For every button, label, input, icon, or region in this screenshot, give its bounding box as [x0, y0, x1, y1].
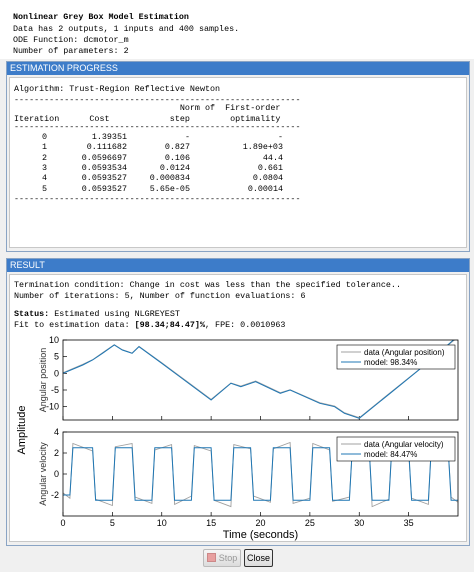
separator: ----------------------------------------…: [14, 95, 301, 105]
legend-label: model: 98.34%: [364, 358, 417, 367]
x-tick-label: 10: [157, 518, 167, 528]
y-tick-label: -5: [51, 385, 59, 395]
y-tick-label: 0: [54, 368, 59, 378]
x-tick-label: 30: [354, 518, 364, 528]
x-tick-label: 15: [206, 518, 216, 528]
table-cell: 0.0593527: [81, 183, 127, 194]
table-cell: 0.0804: [252, 173, 283, 184]
iterations: Number of iterations: 5, Number of funct…: [14, 291, 306, 301]
panel-title: ESTIMATION PROGRESS: [7, 62, 469, 75]
x-axis-label: Time (seconds): [223, 529, 298, 541]
termination: Termination condition: Change in cost wa…: [14, 280, 401, 290]
fit-label: Fit to estimation data:: [14, 320, 135, 330]
header-line: Data has 2 outputs, 1 inputs and 400 sam…: [13, 24, 240, 34]
close-label: Close: [246, 553, 270, 563]
table-cell: 0.111682: [86, 142, 127, 153]
stop-label: Stop: [218, 553, 238, 563]
axis-label: Angular velocity: [38, 442, 48, 506]
legend-label: data (Angular position): [364, 348, 445, 357]
y-tick-label: -2: [51, 490, 59, 500]
y-tick-label: 5: [54, 352, 59, 362]
stop-icon: [206, 553, 216, 562]
table-cell: 4: [41, 173, 47, 184]
table-cell: 0.0593534: [81, 162, 127, 173]
header-title: Nonlinear Grey Box Model Estimation: [13, 12, 189, 22]
x-tick-label: 35: [404, 518, 414, 528]
table-cell: -: [184, 132, 190, 142]
y-tick-label: -10: [46, 402, 59, 412]
progress-text: Algorithm: Trust-Region Reflective Newto…: [9, 77, 467, 248]
header-line: ODE Function: dcmotor_m: [13, 35, 129, 45]
table-cell: 0.0593527: [81, 173, 127, 184]
stop-button[interactable]: Stop: [203, 549, 241, 567]
table-cell: 44.4: [262, 152, 283, 163]
table-cell: 0.000834: [149, 173, 190, 184]
legend-box: [336, 436, 456, 462]
progress-panel: ESTIMATION PROGRESS Algorithm: Trust-Reg…: [6, 61, 470, 252]
table-cell: 0: [41, 132, 47, 142]
fit: Fit to estimation data: [98.34;84.47]%, …: [14, 320, 285, 330]
table-cell: 0.661: [257, 162, 283, 173]
y-tick-label: 2: [54, 448, 59, 458]
table-header: Iteration Cost step optimality: [14, 114, 281, 124]
y-tick-label: 0: [54, 469, 59, 479]
legend-label: model: 84.47%: [364, 450, 417, 459]
table-cell: 0.827: [164, 142, 190, 153]
fit-rest: , FPE: 0.0010963: [205, 320, 286, 330]
algorithm: Algorithm: Trust-Region Reflective Newto…: [14, 84, 221, 94]
x-tick-label: 5: [110, 518, 115, 528]
y-axis-label: Amplitude: [16, 406, 28, 455]
table-cell: 0.0124: [159, 162, 190, 173]
header-line: Number of parameters: 2: [13, 46, 129, 56]
table-cell: 1: [41, 142, 47, 153]
axis-label: Angular position: [38, 348, 48, 413]
legend-label: data (Angular velocity): [364, 440, 444, 449]
table-cell: 0.00014: [247, 183, 283, 194]
table-cell: 1.89e+03: [242, 142, 283, 153]
table-cell: 1.39351: [91, 132, 127, 142]
table-cell: 0.106: [164, 152, 190, 163]
status-label: Status:: [14, 309, 50, 319]
plot-frame: [62, 339, 459, 421]
header: Nonlinear Grey Box Model Estimation Data…: [0, 0, 474, 59]
y-tick-label: 4: [54, 427, 59, 437]
panel-title: RESULT: [7, 259, 469, 272]
table-cell: 0.0596697: [81, 152, 127, 163]
series-line: [63, 340, 455, 419]
status: Status: Estimated using NLGREYEST: [14, 309, 180, 319]
y-tick-label: 10: [49, 335, 59, 345]
table-cell: 5.65e-05: [149, 183, 190, 194]
table-cell: 2: [41, 152, 47, 163]
table-cell: 5: [41, 183, 47, 194]
close-button[interactable]: Close: [244, 549, 273, 567]
table-cell: -: [277, 132, 283, 142]
legend-box: [336, 344, 456, 370]
table-header: Norm of First-order: [14, 103, 281, 113]
x-tick-label: 0: [60, 518, 65, 528]
separator: ----------------------------------------…: [14, 194, 301, 204]
plot-frame: [62, 431, 459, 517]
fit-value: [98.34;84.47]%: [134, 320, 205, 330]
table-cell: 3: [41, 162, 47, 173]
separator: ----------------------------------------…: [14, 122, 301, 132]
x-tick-label: 25: [305, 518, 315, 528]
x-tick-label: 20: [255, 518, 265, 528]
status-value: Estimated using NLGREYEST: [54, 309, 180, 319]
